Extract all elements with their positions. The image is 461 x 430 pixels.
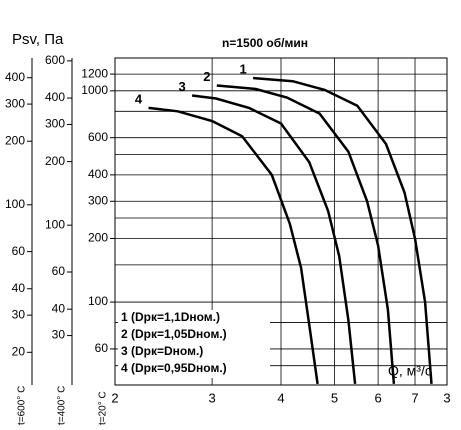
x-tick-label: 3 [443,390,450,405]
y-tick-label: 300 [5,96,25,110]
y-tick-label: 400 [45,90,65,104]
y-tick-label: 1200 [81,66,108,80]
y-tick-label: 400 [88,167,108,181]
y-tick-label: 40 [52,301,66,315]
curve-label: 4 [135,91,143,106]
x-tick-label: 5 [331,390,338,405]
y-tick-label: 1000 [81,83,108,97]
y-tick-label: 200 [5,133,25,147]
curve-label: 1 [239,61,246,76]
curve [216,84,396,385]
x-tick-label: 2 [111,390,118,405]
curve-label: 2 [203,69,210,84]
y-tick-label: 60 [95,341,109,355]
y-axis-title: t=600° C [17,386,28,425]
y-tick-label: 60 [52,264,66,278]
y-tick-label: 300 [45,117,65,131]
legend-box [118,310,270,378]
y-tick-label: 30 [52,328,66,342]
x-axis-label: Q, м³/с [388,363,432,379]
curve [252,76,433,384]
y-tick-label: 40 [12,281,26,295]
y-tick-label: 600 [88,130,108,144]
y-tick-label: 200 [88,231,108,245]
y-tick-label: 400 [5,70,25,84]
curve [148,106,319,385]
chart-title: n=1500 об/мин [222,36,308,50]
x-tick-label: 6 [374,390,381,405]
legend-entry: 1 (Dpк=1,1Dном.) [121,310,220,324]
x-tick-label: 7 [411,390,418,405]
legend-entry: 4 (Dpк=0,95Dном.) [121,361,227,375]
legend-entry: 3 (Dpк=Dном.) [121,344,203,358]
y-tick-label: 60 [12,244,26,258]
y-tick-label: 100 [45,217,65,231]
y-axis-label: Psv, Па [12,31,64,48]
y-tick-label: 100 [88,294,108,308]
y-tick-label: 30 [12,307,26,321]
y-tick-label: 200 [45,154,65,168]
y-axis-title: t=400° C [57,386,68,425]
legend-entry: 2 (Dpк=1,05Dном.) [121,327,227,341]
x-tick-label: 3 [208,390,215,405]
y-axis-title: t=20° C [98,391,109,425]
y-tick-label: 300 [88,193,108,207]
curve [191,94,357,385]
y-tick-label: 100 [5,197,25,211]
y-tick-label: 600 [45,53,65,67]
y-tick-label: 20 [12,344,26,358]
x-tick-label: 4 [277,390,284,405]
curve-label: 3 [179,79,186,94]
